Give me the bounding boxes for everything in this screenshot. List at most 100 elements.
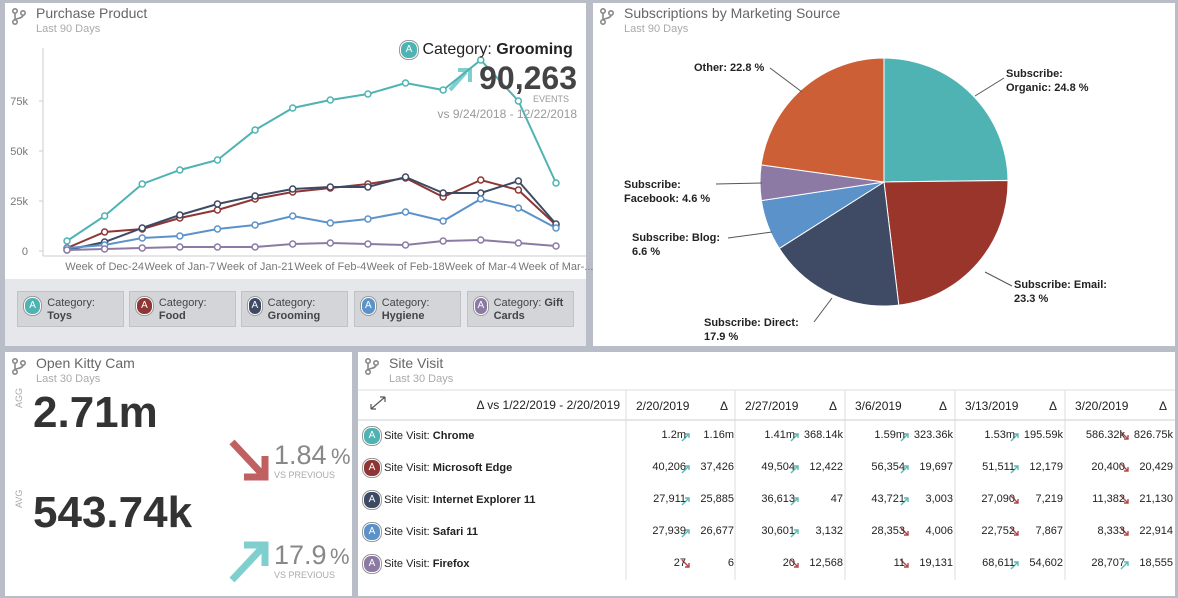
y-tick-label: 50k <box>10 146 28 158</box>
cell-delta: 12,422 <box>809 461 843 473</box>
point <box>514 186 523 194</box>
cell-value: 30,601 <box>761 525 795 537</box>
legend-prefix: Category: <box>47 297 95 309</box>
legend-prefix: Category: <box>267 297 316 309</box>
cell-delta: 47 <box>830 493 843 505</box>
delta-arrow <box>1010 433 1019 442</box>
badge: A <box>363 427 381 445</box>
leader-line <box>974 77 1005 97</box>
legend-text: Category: Grooming <box>268 297 343 323</box>
column-delta: Δ <box>939 399 948 413</box>
kpi-change: 1.84 <box>274 440 327 470</box>
row-label: A Site Visit: Chrome <box>363 427 474 445</box>
kpi-arrow <box>229 439 269 481</box>
point <box>251 126 259 134</box>
cell-delta: 7,219 <box>1035 493 1063 505</box>
point <box>326 239 335 247</box>
badge: A <box>363 459 381 477</box>
legend-item: A Category: Gift Cards <box>467 291 574 327</box>
point <box>477 236 485 244</box>
cell-delta: 12,179 <box>1029 461 1063 473</box>
cell-delta: 21,130 <box>1139 493 1173 505</box>
pie-label: Other: 22.8 % <box>694 62 765 74</box>
column-delta: Δ <box>829 399 838 413</box>
x-tick-label: Week of Mar-... <box>519 261 594 273</box>
point <box>213 200 222 208</box>
point <box>251 221 259 229</box>
row-prefix: Site Visit: <box>384 429 430 442</box>
x-tick-label: Week of Mar-4 <box>445 261 517 273</box>
cell-value: 11,382 <box>1092 493 1125 505</box>
line <box>66 176 557 249</box>
cell-delta: 368.14k <box>803 429 843 441</box>
badge: A <box>363 523 381 541</box>
legend-prefix: Category: <box>381 297 430 309</box>
kpi-unit: % <box>330 544 350 569</box>
legend-item: A Category: Toys <box>17 291 124 327</box>
delta-arrow <box>790 559 799 568</box>
cell-value: 27,939 <box>652 525 686 537</box>
cell-value: 27,090 <box>981 493 1015 505</box>
panel-title: Subscriptions by Marketing Source <box>624 5 841 21</box>
pie-label: Subscribe: Facebook: 4.6 % <box>624 179 711 205</box>
point <box>477 176 485 184</box>
leader-line <box>769 67 803 93</box>
row-label: A Site Visit: Safari 11 <box>363 523 478 541</box>
cell-value: 40,206 <box>652 461 686 473</box>
legend-prefix: Category: <box>493 297 542 309</box>
legend-name: Grooming <box>267 310 321 322</box>
delta-arrow <box>1010 561 1019 570</box>
column-date: 3/6/2019 <box>855 399 902 413</box>
delta-arrow <box>790 433 799 442</box>
kpi-label: AGG <box>14 387 24 408</box>
row-name: Internet Explorer 11 <box>432 493 536 506</box>
legend-row: A Category: Food <box>136 297 231 323</box>
cell-delta: 20,429 <box>1139 461 1173 473</box>
line <box>66 175 557 251</box>
panel-title: Open Kitty Cam <box>36 355 135 371</box>
delta-arrow <box>1010 465 1019 474</box>
x-tick-label: Week of Feb-4 <box>294 261 366 273</box>
panel-title: Site Visit <box>389 355 444 371</box>
line <box>66 238 557 251</box>
point <box>213 206 222 214</box>
pie-label: Subscribe: Email: 23.3 % <box>1014 279 1107 305</box>
legend-prefix: Category: <box>158 297 207 309</box>
tooltip-prefix: Category: <box>422 41 492 59</box>
point <box>251 243 259 251</box>
point <box>364 215 372 223</box>
legend-row: A Category: Toys <box>24 297 119 323</box>
delta-arrow <box>1120 431 1129 440</box>
point <box>552 242 560 250</box>
pie <box>715 57 1013 323</box>
kpi-note: VS PREVIOUS <box>274 570 336 580</box>
point <box>288 185 297 193</box>
cell-delta: 7,867 <box>1035 525 1063 537</box>
point <box>364 240 372 248</box>
kpi-unit: % <box>331 444 351 469</box>
x-tick-label: Week of Dec-24 <box>65 261 144 273</box>
cell-value: 1.59m <box>874 429 905 441</box>
cell-value: 28,353 <box>871 525 905 537</box>
row-name: Microsoft Edge <box>432 461 513 474</box>
cell-delta: 4,006 <box>925 525 953 537</box>
panel-subtitle: Last 90 Days <box>624 23 689 35</box>
cell-value: 20,400 <box>1091 461 1125 473</box>
cell-delta: 18,555 <box>1139 557 1173 569</box>
point <box>401 79 410 87</box>
row-label: A Site Visit: Internet Explorer 11 <box>363 491 536 509</box>
cell-value: 1.41m <box>764 429 795 441</box>
panel-icons <box>11 7 615 410</box>
point <box>176 243 184 251</box>
point <box>176 211 184 219</box>
column-delta: Δ <box>720 399 729 413</box>
point <box>100 245 109 253</box>
cell-delta: 6 <box>727 557 734 569</box>
x-tick-label: Week of Jan-7 <box>144 261 215 273</box>
point <box>439 86 447 94</box>
cell-delta: 826.75k <box>1133 429 1173 441</box>
column-date: 2/20/2019 <box>636 399 690 413</box>
cell-value: 51,511 <box>982 461 1015 473</box>
cell-value: 11 <box>893 557 905 569</box>
tooltip-value: 90,263 <box>479 60 577 96</box>
